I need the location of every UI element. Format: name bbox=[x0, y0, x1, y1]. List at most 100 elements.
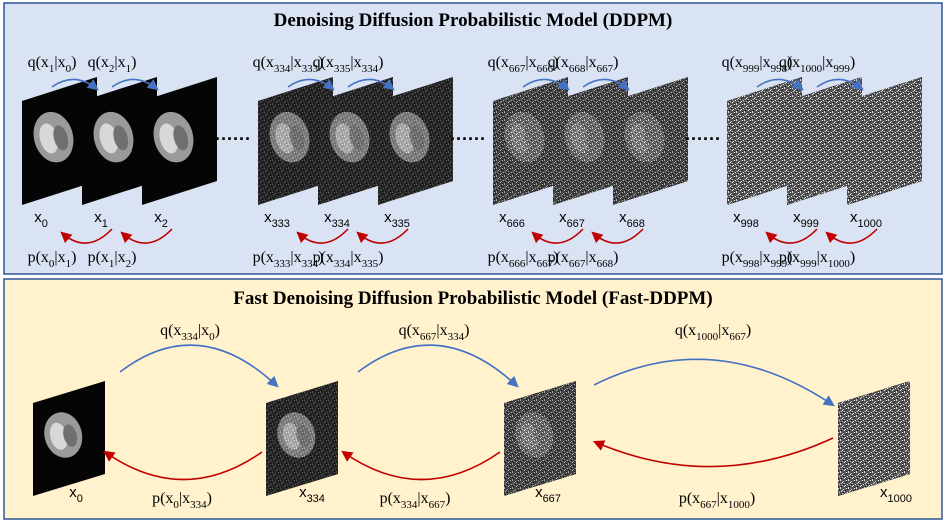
subscript: 1000 bbox=[888, 493, 912, 505]
text-part: (x bbox=[556, 54, 569, 71]
ellipsis-3: ······ bbox=[685, 129, 721, 149]
ellipsis-2: ······ bbox=[450, 129, 486, 149]
text-part: q bbox=[488, 54, 496, 71]
text-part: (x bbox=[496, 249, 509, 266]
text-part: ) bbox=[445, 490, 450, 507]
subscript: 0 bbox=[42, 218, 48, 230]
text-part: q bbox=[779, 54, 787, 71]
image-x666 bbox=[493, 77, 568, 205]
text-part: |x bbox=[290, 54, 301, 71]
forward-arrow-1 bbox=[51, 78, 99, 91]
state-label-x999: x999 bbox=[793, 209, 819, 230]
text-part: x bbox=[850, 209, 858, 226]
text-part: (x bbox=[321, 249, 334, 266]
image-x999 bbox=[787, 77, 862, 205]
text-part: |x bbox=[179, 490, 190, 507]
subscript: 335 bbox=[362, 258, 379, 270]
subscript: 667 bbox=[729, 331, 746, 343]
text-part: |x bbox=[417, 490, 428, 507]
noise-overlay bbox=[318, 77, 393, 205]
text-part: ) bbox=[71, 54, 76, 71]
forward-arrow-667 bbox=[522, 78, 570, 91]
text-part: |x bbox=[525, 54, 536, 71]
state-label-x666: x666 bbox=[499, 209, 525, 230]
forward-label-1000-999: q(x1000|x999) bbox=[779, 54, 855, 75]
state-label-x0: x0 bbox=[34, 209, 48, 230]
ddpm-group-1: x0 x1 x2q(x1|x0) q(x2|x1)p(x0|x1) p(x1|x2) bbox=[22, 54, 217, 270]
forward-label-1000-667: q(x1000|x667) bbox=[675, 322, 751, 343]
text-part: ) bbox=[750, 490, 755, 507]
text-part: |x bbox=[585, 249, 596, 266]
image-x0 bbox=[22, 77, 97, 205]
subscript: 334 bbox=[181, 331, 198, 343]
text-part: ) bbox=[850, 249, 855, 266]
brain-region bbox=[173, 125, 189, 151]
reverse-arrow-666 bbox=[531, 228, 584, 244]
subscript: 335 bbox=[334, 63, 351, 75]
subscript: 667 bbox=[700, 499, 717, 511]
text-part: |x bbox=[350, 249, 361, 266]
forward-label-668-667: q(x668|x667) bbox=[548, 54, 619, 75]
text-part: x bbox=[69, 484, 77, 501]
reverse-arrow-1 bbox=[120, 228, 173, 244]
text-part: ) bbox=[850, 54, 855, 71]
reverse-label-0-1: p(x0|x1) bbox=[28, 249, 77, 270]
state-label-x0: x0 bbox=[69, 484, 83, 505]
forward-label-335-334: q(x335|x334) bbox=[313, 54, 384, 75]
subscript: 1000 bbox=[728, 499, 751, 511]
text-part: |x bbox=[114, 54, 125, 71]
text-part: ) bbox=[131, 249, 136, 266]
text-part: x bbox=[324, 209, 332, 226]
fast-image-x334 bbox=[266, 381, 338, 496]
image-x667 bbox=[553, 77, 628, 205]
text-part: |x bbox=[718, 322, 729, 339]
text-part: |x bbox=[198, 322, 209, 339]
text-part: ) bbox=[613, 249, 618, 266]
forward-label-999-998: q(x999|x998) bbox=[722, 54, 793, 75]
reverse-arrow-998 bbox=[765, 228, 818, 244]
text-part: q bbox=[722, 54, 730, 71]
text-part: x bbox=[733, 209, 741, 226]
noise-overlay bbox=[847, 77, 922, 205]
subscript: 334 bbox=[302, 258, 319, 270]
state-label-x335: x335 bbox=[384, 209, 410, 230]
subscript: 0 bbox=[66, 63, 72, 75]
text-part: ) bbox=[131, 54, 136, 71]
ddpm-group-2: x333 x334 x335q(x334|x333)q(x335|x334)p(x3… bbox=[253, 54, 453, 270]
text-part: ) bbox=[378, 249, 383, 266]
text-part: |x bbox=[290, 249, 301, 266]
text-part: (x bbox=[96, 249, 109, 266]
subscript: 667 bbox=[543, 493, 561, 505]
subscript: 667 bbox=[429, 499, 446, 511]
ddpm-group-3: x666 x667 x668q(x667|x666)q(x668|x667)p(x6… bbox=[488, 54, 688, 270]
fast-image-x667 bbox=[504, 381, 576, 496]
brain-region bbox=[53, 125, 69, 151]
noise-overlay bbox=[727, 77, 802, 205]
subscript: 667 bbox=[537, 258, 554, 270]
text-part: p bbox=[28, 249, 36, 266]
subscript: 668 bbox=[627, 218, 645, 230]
text-part: x bbox=[559, 209, 567, 226]
fast-forward-arrow-667 bbox=[357, 344, 519, 388]
state-label-x998: x998 bbox=[733, 209, 759, 230]
image-x668 bbox=[613, 77, 688, 205]
text-part: ) bbox=[787, 249, 792, 266]
reverse-label-666-667: p(x666|x667) bbox=[488, 249, 559, 270]
subscript: 1000 bbox=[828, 258, 851, 270]
reverse-arrow-0 bbox=[60, 228, 113, 244]
reverse-label-998-999: p(x998|x999) bbox=[722, 249, 793, 270]
text-part: q bbox=[675, 322, 683, 339]
state-label-x334: x334 bbox=[299, 484, 325, 505]
subscript: 0 bbox=[173, 499, 179, 511]
text-part: (x bbox=[730, 249, 743, 266]
text-part: |x bbox=[717, 490, 728, 507]
text-part: (x bbox=[160, 490, 173, 507]
noise-overlay bbox=[258, 77, 333, 205]
text-part: ) bbox=[215, 322, 220, 339]
state-label-x1000: x1000 bbox=[880, 484, 912, 505]
text-part: |x bbox=[436, 322, 447, 339]
subscript: 667 bbox=[509, 63, 526, 75]
image-x2 bbox=[142, 77, 217, 205]
text-part: |x bbox=[350, 54, 361, 71]
subscript: 666 bbox=[507, 218, 525, 230]
